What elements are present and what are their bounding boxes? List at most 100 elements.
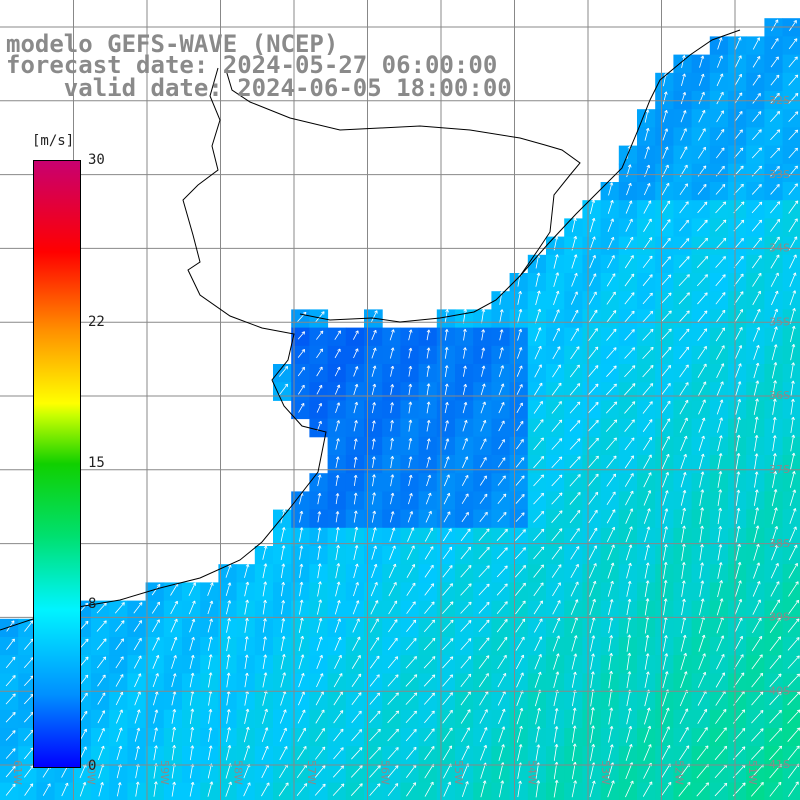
- wind-arrow-head: [791, 380, 795, 384]
- wind-arrow: [534, 689, 541, 707]
- wind-arrow: [752, 581, 761, 597]
- wind-arrow-head: [208, 654, 213, 658]
- wind-arrow-head: [720, 381, 724, 385]
- wind-arrow-head: [776, 111, 781, 115]
- wind-arrow: [716, 363, 724, 379]
- wind-arrow: [569, 401, 581, 414]
- wind-arrow: [353, 582, 359, 597]
- wind-arrow: [353, 348, 359, 359]
- wind-arrow-head: [336, 384, 341, 388]
- wind-arrow-head: [757, 92, 761, 97]
- wind-arrow: [297, 366, 305, 377]
- wind-arrow: [626, 726, 632, 743]
- wind-arrow-head: [595, 437, 599, 442]
- wind-arrow: [715, 309, 726, 323]
- wind-arrow: [660, 310, 672, 323]
- wind-arrow: [642, 401, 653, 414]
- wind-arrow-head: [12, 765, 16, 770]
- wind-arrow-head: [718, 471, 723, 475]
- wind-arrow-head: [683, 652, 687, 657]
- wind-arrow-head: [792, 508, 797, 512]
- wind-arrow: [407, 527, 414, 542]
- wind-arrow-head: [504, 547, 508, 551]
- wind-arrow: [660, 346, 672, 360]
- wind-arrow: [353, 456, 357, 468]
- wind-arrow-head: [738, 363, 742, 367]
- wind-arrow-head: [190, 726, 195, 731]
- wind-arrow: [552, 328, 560, 342]
- wind-arrow-head: [628, 725, 633, 730]
- wind-arrow: [735, 489, 740, 506]
- wind-arrow: [608, 653, 612, 670]
- wind-arrow: [696, 256, 709, 268]
- wind-arrow: [498, 383, 504, 396]
- wind-arrow-head: [359, 783, 363, 787]
- wind-arrow-head: [520, 672, 524, 676]
- wind-arrow-head: [464, 456, 469, 460]
- wind-arrow-head: [796, 745, 800, 750]
- wind-arrow: [352, 618, 360, 633]
- wind-arrow: [678, 328, 690, 341]
- wind-arrow-head: [482, 780, 487, 784]
- wind-arrow: [353, 526, 358, 542]
- wind-arrow: [553, 780, 558, 798]
- wind-arrow-head: [794, 92, 799, 97]
- wind-arrow-head: [668, 346, 672, 351]
- wind-arrow: [662, 490, 668, 506]
- wind-arrow-head: [648, 781, 653, 785]
- wind-arrow: [679, 346, 689, 360]
- wind-arrow: [734, 599, 742, 616]
- wind-arrow-head: [613, 437, 617, 441]
- wind-arrow-head: [502, 475, 506, 479]
- wind-arrow-head: [463, 401, 468, 406]
- wind-arrow: [606, 347, 617, 359]
- wind-arrow-head: [540, 564, 544, 568]
- wind-arrow-head: [190, 654, 195, 659]
- wind-arrow-head: [353, 456, 358, 460]
- wind-arrow-head: [667, 256, 671, 260]
- wind-arrow: [750, 764, 764, 779]
- wind-arrow: [661, 745, 671, 761]
- wind-arrow-head: [504, 619, 508, 623]
- wind-arrow: [333, 691, 343, 706]
- wind-arrow-head: [391, 527, 396, 531]
- wind-arrow: [405, 692, 418, 705]
- wind-arrow-head: [355, 582, 359, 586]
- wind-arrow: [316, 403, 322, 413]
- wind-arrow: [626, 581, 631, 597]
- wind-arrow: [607, 544, 615, 561]
- wind-arrow-head: [245, 563, 250, 568]
- wind-arrow-head: [794, 74, 799, 79]
- wind-arrow: [443, 493, 450, 505]
- wind-arrow-head: [317, 545, 322, 549]
- wind-arrow: [771, 544, 778, 561]
- wind-arrow: [423, 674, 436, 687]
- coastline-east: [519, 29, 741, 277]
- wind-arrow: [516, 347, 522, 359]
- wind-arrow-head: [321, 709, 325, 713]
- wind-arrow-head: [521, 512, 525, 516]
- wind-arrow-head: [775, 38, 779, 42]
- wind-arrow: [444, 347, 448, 359]
- wind-arrow: [787, 709, 800, 724]
- wind-arrow: [463, 347, 466, 359]
- wind-arrow: [771, 526, 778, 543]
- wind-arrow-head: [739, 129, 743, 133]
- wind-arrow-head: [519, 707, 524, 712]
- wind-arrow-head: [11, 638, 15, 643]
- wind-arrow: [517, 291, 521, 305]
- wind-arrow-head: [591, 217, 596, 222]
- wind-arrow-head: [793, 20, 797, 24]
- wind-arrow-head: [754, 471, 759, 475]
- wind-arrow: [369, 710, 381, 724]
- wind-arrow: [624, 383, 636, 396]
- wind-arrow: [171, 691, 176, 706]
- wind-arrow-head: [486, 637, 490, 641]
- wind-arrow: [607, 218, 614, 232]
- wind-arrow-head: [502, 493, 507, 498]
- wind-arrow-head: [503, 511, 507, 516]
- wind-arrow-head: [776, 92, 780, 97]
- wind-arrow-head: [645, 127, 650, 132]
- wind-arrow: [442, 674, 453, 687]
- wind-arrow-head: [736, 434, 741, 438]
